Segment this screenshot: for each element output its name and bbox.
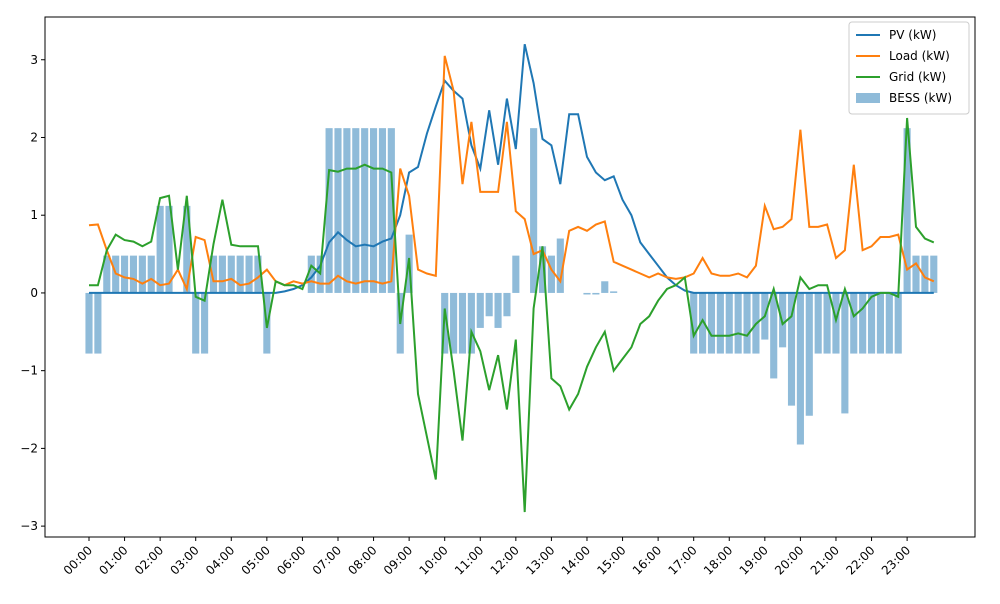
bar (530, 128, 538, 293)
bar (129, 255, 138, 293)
bar (770, 292, 778, 379)
bar (876, 292, 884, 354)
bar (930, 255, 938, 293)
bar (165, 205, 173, 293)
bar (841, 292, 849, 414)
bar (547, 255, 555, 293)
bar (699, 292, 707, 354)
bar (387, 128, 395, 293)
y-tick-label: −1 (20, 364, 38, 378)
y-tick-label: 1 (30, 208, 38, 222)
legend-swatch (856, 93, 880, 103)
legend-label: Load (kW) (889, 49, 950, 63)
bar (494, 292, 502, 328)
bar (147, 255, 155, 293)
bar (192, 292, 200, 354)
bar (485, 292, 493, 317)
bar (921, 255, 929, 293)
bar (707, 292, 716, 354)
bar (912, 255, 920, 293)
bar (538, 246, 547, 293)
bar (334, 128, 342, 293)
bar (867, 292, 876, 354)
y-tick-label: −2 (20, 441, 38, 455)
y-tick-label: 2 (30, 130, 38, 144)
bar (378, 128, 387, 293)
legend-label: BESS (kW) (889, 91, 952, 105)
bar (209, 255, 218, 293)
bar (103, 255, 111, 293)
bar (556, 238, 564, 293)
bar (236, 255, 244, 293)
bar (805, 292, 813, 416)
bar (690, 292, 698, 354)
bar (467, 292, 475, 354)
bar (885, 292, 893, 354)
bar (218, 255, 226, 293)
line (88, 55, 935, 293)
bar (903, 128, 911, 293)
bar (361, 128, 369, 293)
bar (601, 281, 609, 293)
bar (512, 255, 520, 293)
bar (734, 292, 742, 354)
bar (370, 128, 378, 293)
bar (156, 205, 164, 293)
y-tick-label: −3 (20, 519, 38, 533)
legend-box (848, 21, 970, 115)
legend-label: Grid (kW) (889, 70, 946, 84)
bar (859, 292, 867, 354)
bar (254, 255, 262, 293)
y-tick-label: 3 (30, 53, 38, 67)
plot-frame (44, 16, 976, 538)
legend-label: PV (kW) (889, 28, 936, 42)
bar (592, 292, 600, 295)
bar (476, 292, 484, 328)
bar (450, 292, 458, 354)
line (89, 117, 935, 513)
bar (610, 291, 618, 293)
bar (458, 292, 467, 354)
bar (201, 292, 209, 354)
bar (121, 255, 129, 293)
bar (138, 255, 146, 293)
bar (894, 292, 902, 354)
bar (94, 292, 102, 354)
bar (743, 292, 751, 354)
bar (245, 255, 253, 293)
bar (814, 292, 822, 354)
bar (850, 292, 858, 354)
bar (716, 292, 724, 354)
bar (796, 292, 804, 445)
bar (85, 292, 93, 354)
line (89, 43, 934, 294)
y-tick-label: 0 (30, 286, 38, 300)
bar (503, 292, 511, 317)
bar (352, 128, 360, 293)
bar (227, 255, 235, 293)
bar (343, 128, 351, 293)
bar (583, 292, 591, 295)
bar (307, 255, 315, 293)
bar (823, 292, 831, 354)
bar (325, 128, 333, 293)
bar (725, 292, 733, 354)
bar (787, 292, 796, 406)
bar (183, 205, 191, 293)
